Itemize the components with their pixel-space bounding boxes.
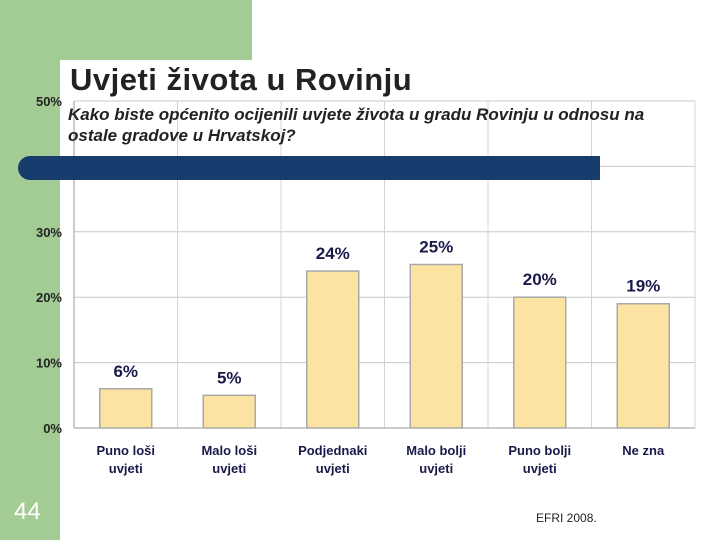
category-label: uvjeti [212, 461, 246, 476]
slide-title: Uvjeti života u Rovinju [70, 62, 413, 97]
category-label: Ne zna [622, 443, 665, 458]
bar [306, 270, 360, 429]
data-labels: 6% 5% 24% 25% 20% 19% [113, 238, 660, 388]
data-label: 20% [523, 270, 557, 289]
category-label: uvjeti [316, 461, 350, 476]
category-label: Malo loši [201, 443, 257, 458]
data-label: 19% [626, 277, 660, 296]
bar [99, 388, 153, 429]
data-label: 25% [419, 238, 453, 257]
y-tick-label: 10% [36, 356, 62, 371]
category-label: uvjeti [419, 461, 453, 476]
y-tick-label: 30% [36, 225, 62, 240]
title-band [18, 156, 600, 180]
bars [99, 263, 670, 429]
category-label: Puno loši [97, 443, 156, 458]
bar [616, 302, 670, 429]
bar [202, 394, 256, 429]
slide-subtitle: Kako biste općenito ocijenili uvjete živ… [68, 105, 645, 145]
data-label: 5% [217, 368, 242, 387]
category-label: Puno bolji [508, 443, 571, 458]
category-label: uvjeti [523, 461, 557, 476]
y-tick-label: 20% [36, 290, 62, 305]
data-label: 6% [113, 362, 138, 381]
content-background [60, 60, 720, 540]
axes [73, 101, 695, 429]
footer-source: EFRI 2008. [536, 511, 597, 525]
category-label: uvjeti [109, 461, 143, 476]
bar [409, 263, 463, 429]
category-labels: Puno loši uvjeti Malo loši uvjeti Podjednaki… [97, 443, 665, 476]
category-label: Malo bolji [406, 443, 466, 458]
y-tick-label: 0% [43, 421, 62, 436]
slide-number: 44 [14, 498, 41, 525]
y-tick-label: 50% [36, 94, 62, 109]
y-tick-labels: 0%10%20%30%40%50% [36, 94, 62, 436]
bar [513, 296, 567, 429]
category-label: Podjednaki [298, 443, 367, 458]
grid-lines [73, 100, 696, 429]
data-label: 24% [316, 244, 350, 263]
